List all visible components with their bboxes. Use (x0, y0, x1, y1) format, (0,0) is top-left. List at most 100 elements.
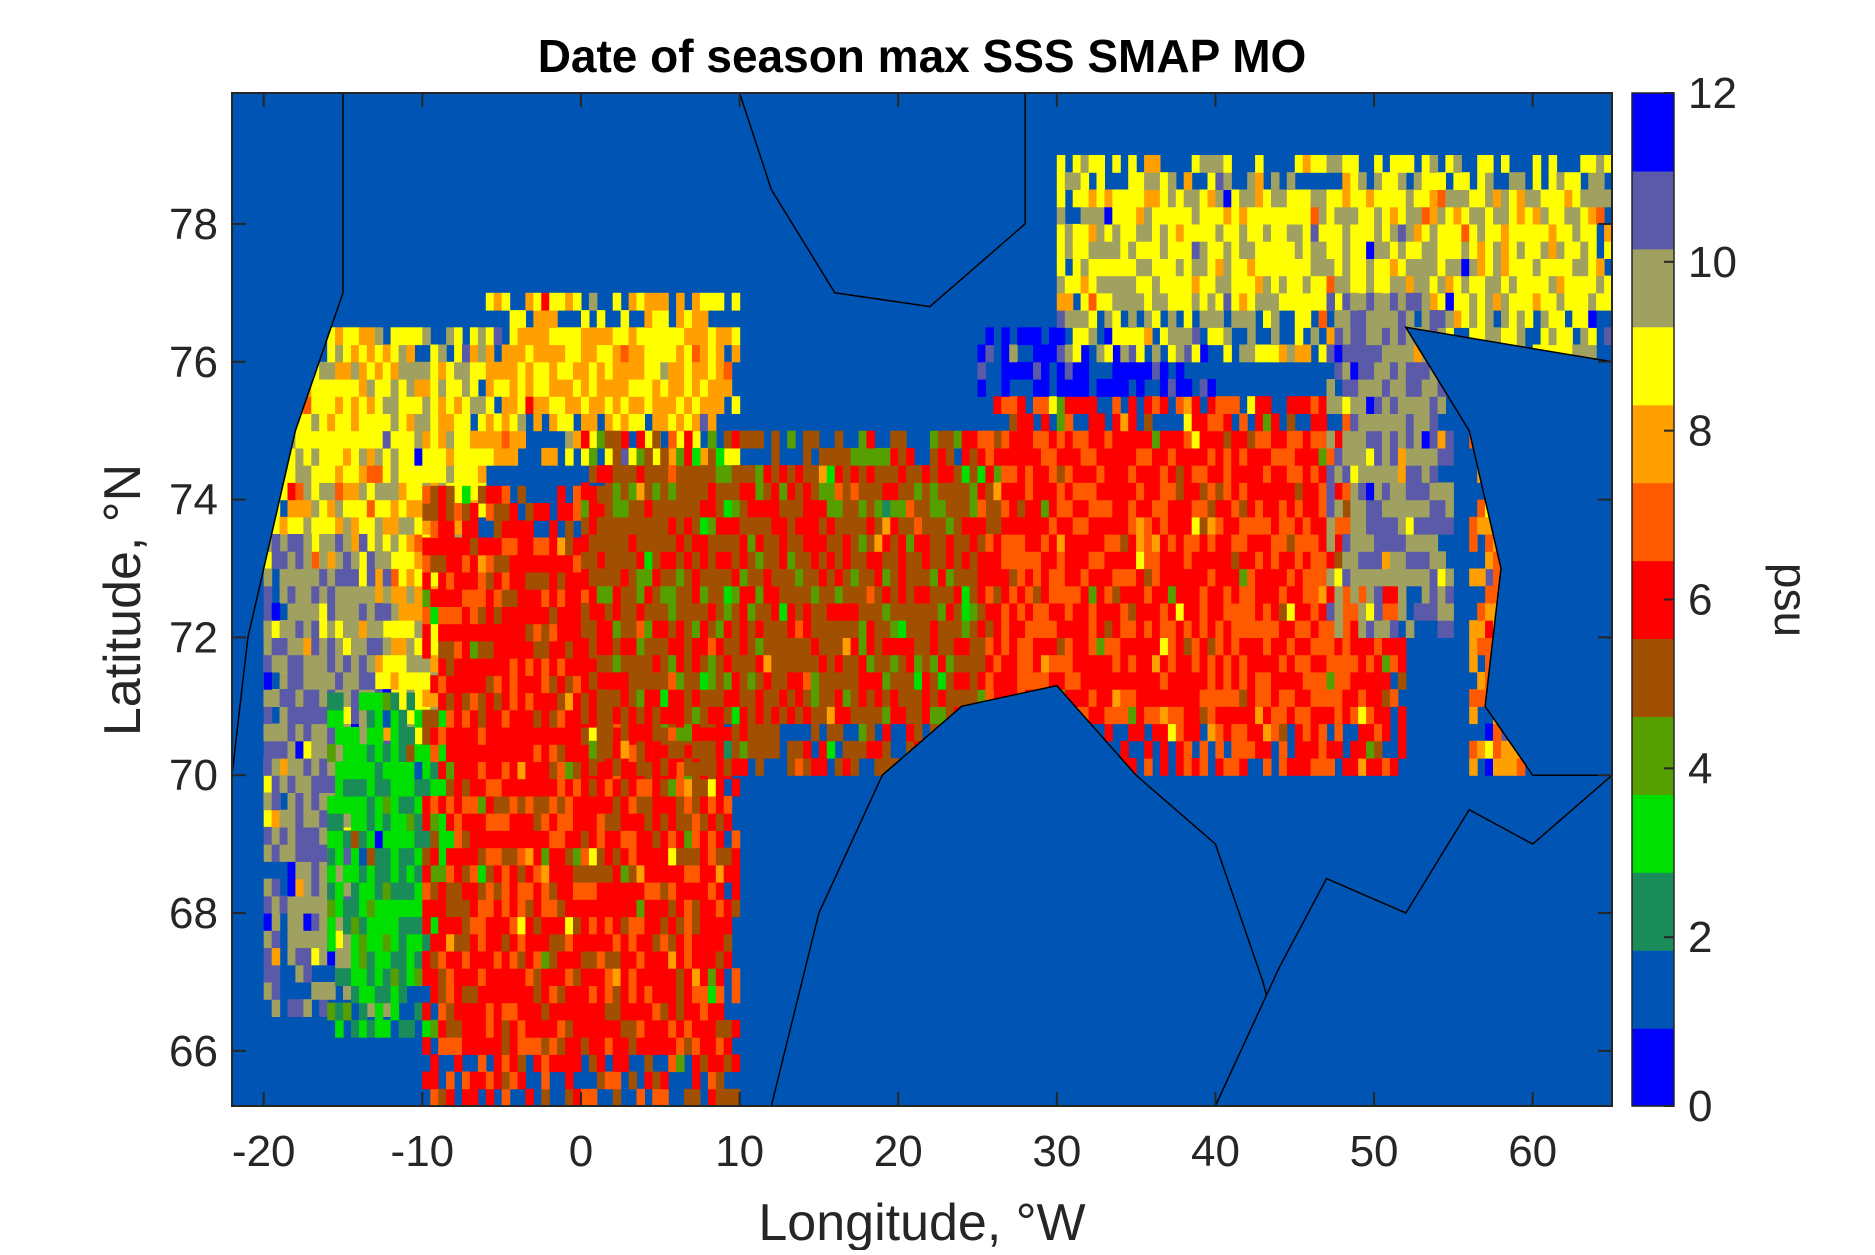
heatmap-cell (581, 727, 590, 745)
heatmap-cell (327, 830, 336, 849)
heatmap-cell (1239, 654, 1248, 673)
heatmap-cell (715, 1019, 725, 1038)
heatmap-cell (596, 1054, 606, 1073)
heatmap-cell (414, 933, 423, 952)
heatmap-cell (557, 795, 566, 814)
heatmap-cell (390, 968, 400, 986)
heatmap-cell (588, 379, 598, 397)
heatmap-cell (525, 396, 534, 414)
heatmap-cell (1152, 654, 1161, 673)
heatmap-cell (715, 499, 725, 518)
heatmap-cell (358, 882, 368, 900)
heatmap-cell (937, 585, 947, 604)
heatmap-cell (684, 344, 693, 363)
heatmap-cell (747, 671, 756, 690)
heatmap-cell (612, 830, 622, 849)
heatmap-cell (1255, 413, 1264, 432)
heatmap-cell (707, 1071, 717, 1090)
heatmap-cell (826, 654, 836, 673)
heatmap-cell (588, 1002, 598, 1021)
heatmap-cell (858, 568, 868, 587)
heatmap-cell (1001, 654, 1010, 673)
heatmap-cell (469, 985, 479, 1004)
heatmap-cell (1255, 740, 1264, 759)
heatmap-cell (263, 723, 273, 742)
heatmap-cell (565, 795, 574, 814)
heatmap-cell (366, 864, 376, 883)
heatmap-cell (327, 775, 336, 793)
heatmap-cell (565, 344, 574, 363)
heatmap-cell (588, 830, 598, 849)
heatmap-cell (628, 379, 638, 397)
heatmap-cell (1247, 706, 1256, 725)
heatmap-cell (612, 379, 622, 397)
heatmap-cell (573, 709, 582, 728)
heatmap-cell (422, 327, 431, 346)
heatmap-cell (351, 950, 360, 969)
heatmap-cell (937, 568, 947, 587)
heatmap-cell (1025, 413, 1034, 432)
heatmap-cell (303, 861, 312, 880)
heatmap-cell (1064, 654, 1074, 673)
heatmap-cell (279, 637, 289, 656)
heatmap-cell (715, 689, 725, 707)
heatmap-cell (977, 465, 986, 483)
heatmap-cell (1072, 637, 1082, 656)
heatmap-cell (906, 482, 915, 501)
heatmap-cell (1056, 430, 1066, 449)
heatmap-cell (684, 361, 693, 380)
heatmap-cell (319, 913, 328, 931)
heatmap-cell (676, 968, 685, 986)
heatmap-cell (517, 968, 526, 986)
heatmap-cell (565, 933, 574, 952)
heatmap-cell (628, 933, 638, 952)
heatmap-cell (1120, 602, 1129, 621)
heatmap-cell (1159, 516, 1169, 535)
heatmap-cell (565, 1054, 574, 1073)
heatmap-cell (557, 361, 566, 380)
heatmap-cell (588, 413, 598, 432)
heatmap-cell (335, 534, 344, 552)
heatmap-cell (311, 396, 320, 414)
heatmap-cell (1302, 551, 1312, 570)
heatmap-cell (469, 968, 479, 986)
heatmap-cell (1183, 430, 1193, 449)
heatmap-cell (953, 499, 963, 518)
heatmap-cell (430, 1088, 439, 1106)
heatmap-cell (477, 361, 487, 380)
heatmap-cell (1041, 551, 1050, 570)
heatmap-cell (1017, 516, 1026, 535)
heatmap-cell (271, 930, 281, 949)
heatmap-cell (771, 465, 780, 483)
heatmap-cell (763, 689, 772, 707)
heatmap-cell (636, 933, 645, 952)
heatmap-cell (644, 499, 653, 518)
heatmap-cell (1056, 482, 1066, 501)
heatmap-cell (676, 637, 685, 656)
heatmap-cell (469, 430, 479, 449)
heatmap-cell (509, 396, 519, 414)
heatmap-cell (1326, 758, 1335, 776)
heatmap-cell (969, 620, 979, 638)
heatmap-cell (1025, 671, 1034, 690)
heatmap-cell (390, 899, 400, 918)
heatmap-cell (699, 864, 709, 883)
heatmap-cell (295, 447, 304, 466)
heatmap-cell (1247, 551, 1256, 570)
heatmap-cell (1302, 671, 1312, 690)
heatmap-cell (620, 1054, 630, 1073)
heatmap-cell (549, 692, 558, 711)
heatmap-cell (295, 585, 304, 604)
heatmap-cell (295, 706, 304, 725)
heatmap-cell (557, 537, 566, 556)
heatmap-cell (588, 637, 598, 656)
heatmap-cell (1009, 602, 1018, 621)
heatmap-cell (1009, 516, 1018, 535)
heatmap-cell (945, 465, 955, 483)
heatmap-cell (462, 606, 471, 625)
heatmap-cell (929, 671, 939, 690)
heatmap-cell (628, 654, 638, 673)
heatmap-cell (826, 568, 836, 587)
heatmap-cell (485, 1088, 495, 1106)
heatmap-cell (906, 585, 915, 604)
